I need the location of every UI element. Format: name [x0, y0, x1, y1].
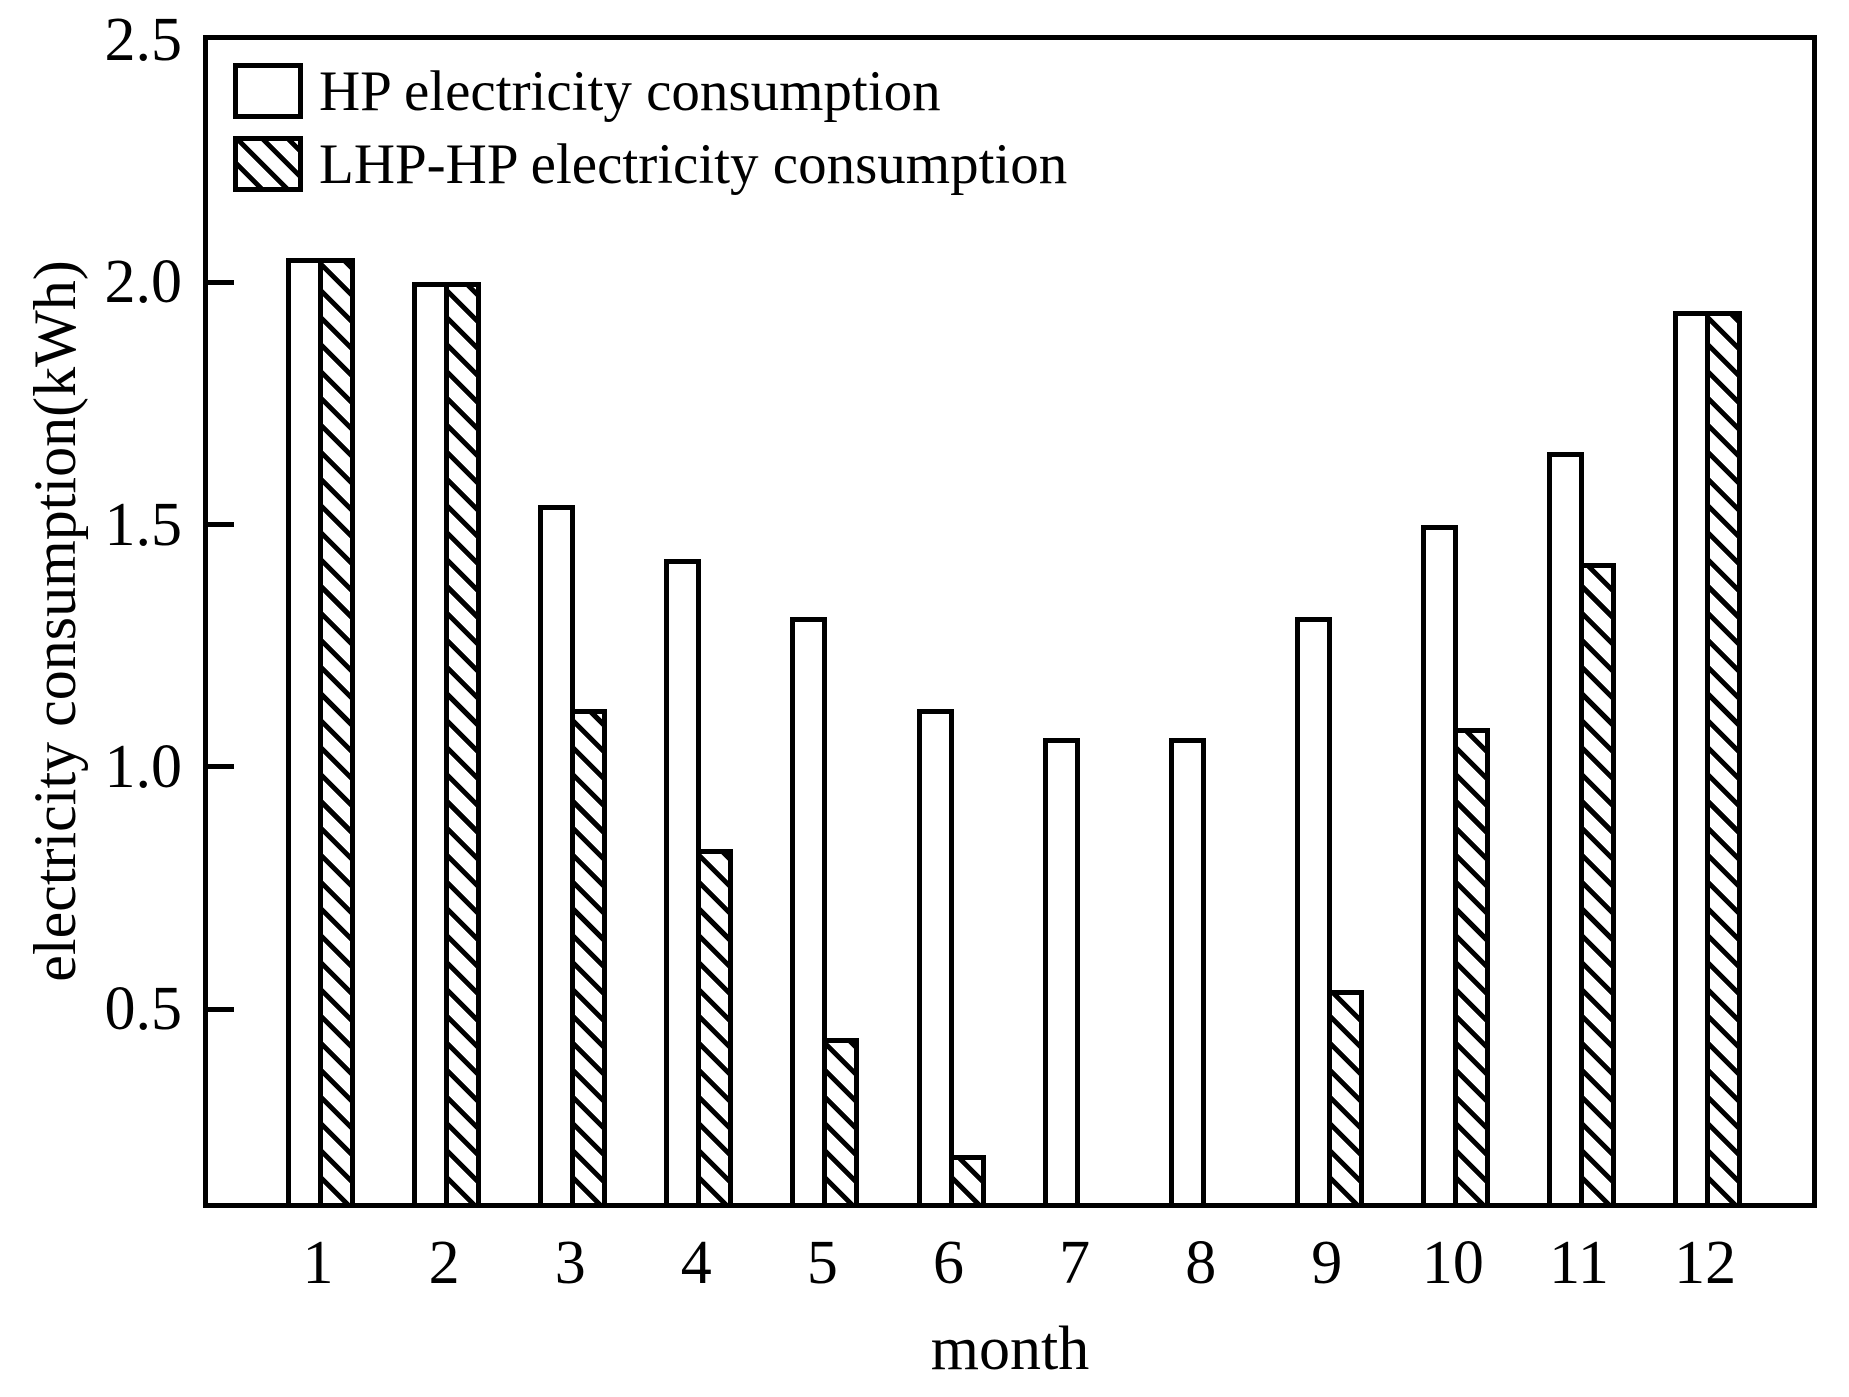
- y-axis-tick: [208, 279, 234, 285]
- x-tick-label-month-10: 10: [1421, 1229, 1484, 1297]
- x-tick-label-month-3: 3: [554, 1229, 586, 1297]
- x-tick-label-month-4: 4: [680, 1229, 712, 1297]
- hp-bar-month-7: [1042, 738, 1080, 1203]
- lhp-hp-bar-month-2: [444, 282, 482, 1203]
- y-axis-tick: [208, 522, 234, 528]
- legend-label-hp: HP electricity consumption: [319, 59, 941, 123]
- x-tick-label-month-6: 6: [933, 1229, 964, 1297]
- legend: HP electricity consumption LHP-HP electr…: [233, 58, 1067, 204]
- hp-bar-month-5: [790, 617, 828, 1203]
- lhp-hp-bar-month-3: [570, 709, 608, 1203]
- hp-bar-month-9: [1294, 617, 1332, 1203]
- legend-item-hp: HP electricity consumption: [233, 58, 1067, 124]
- x-tick-label-month-8: 8: [1185, 1229, 1217, 1297]
- lhp-hp-bar-month-9: [1326, 990, 1364, 1203]
- y-axis-tick: [208, 764, 234, 770]
- lhp-hp-bar-month-12: [1705, 311, 1743, 1203]
- y-tick-label: 1.0: [104, 732, 183, 801]
- y-axis-title: electricity consumption(kWh): [22, 260, 88, 982]
- y-axis-tick: [208, 1006, 234, 1012]
- lhp-hp-bar-month-4: [696, 849, 734, 1203]
- legend-label-lhp: LHP-HP electricity consumption: [319, 132, 1068, 196]
- legend-item-lhp: LHP-HP electricity consumption: [233, 131, 1067, 197]
- legend-swatch-lhp-hatched: [233, 136, 303, 192]
- hp-bar-month-6: [916, 709, 954, 1203]
- x-axis-title: month: [930, 1315, 1090, 1383]
- legend-swatch-hp-solid: [233, 63, 303, 119]
- x-tick-label-month-2: 2: [428, 1229, 460, 1297]
- x-tick-label-month-5: 5: [806, 1229, 838, 1297]
- y-tick-label: 2.0: [104, 248, 183, 317]
- x-tick-label-month-9: 9: [1311, 1229, 1343, 1297]
- hp-bar-month-2: [412, 282, 450, 1203]
- y-tick-label: 0.5: [104, 975, 183, 1044]
- y-tick-label: 2.5: [104, 6, 183, 74]
- lhp-hp-bar-month-6: [948, 1155, 986, 1203]
- x-tick-label-month-11: 11: [1549, 1229, 1609, 1297]
- x-tick-label-month-7: 7: [1059, 1229, 1091, 1297]
- hp-bar-month-8: [1168, 738, 1206, 1203]
- x-tick-label-month-12: 12: [1674, 1229, 1737, 1297]
- lhp-hp-bar-month-11: [1579, 563, 1616, 1203]
- x-tick-label-month-1: 1: [302, 1229, 334, 1297]
- plot-area: [203, 35, 1817, 1208]
- lhp-hp-bar-month-5: [822, 1038, 860, 1203]
- y-tick-label: 1.5: [104, 490, 183, 559]
- lhp-hp-bar-month-10: [1452, 728, 1490, 1203]
- lhp-hp-bar-month-1: [318, 258, 355, 1203]
